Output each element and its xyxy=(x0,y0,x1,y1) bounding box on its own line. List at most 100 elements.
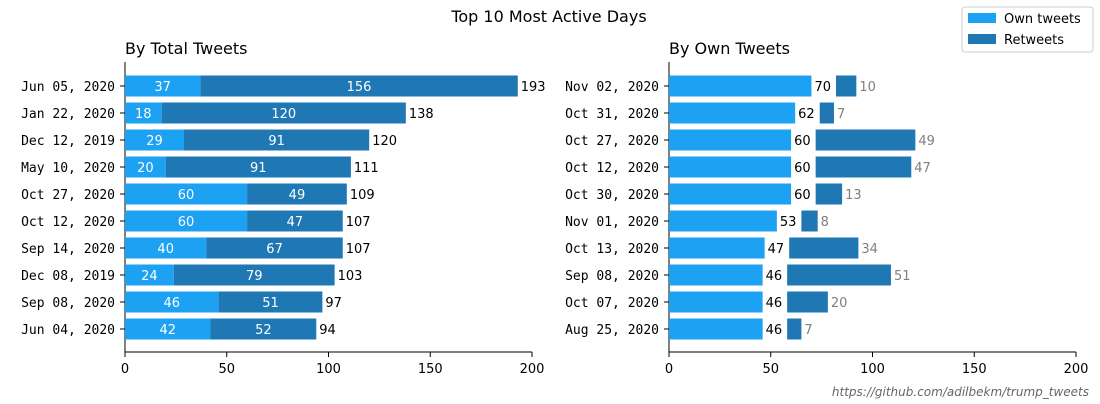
bar-retweets xyxy=(161,102,406,124)
y-tick-label: Sep 14, 2020 xyxy=(21,242,115,257)
y-tick-label: Oct 12, 2020 xyxy=(21,215,115,230)
data-label-own-tweets: 60 xyxy=(794,161,811,176)
data-label-total: 107 xyxy=(346,242,371,257)
data-label-retweets: 91 xyxy=(250,161,267,176)
bar-retweets xyxy=(787,318,802,340)
x-tick-label: 150 xyxy=(962,362,987,377)
y-tick-label: Sep 08, 2020 xyxy=(565,269,659,284)
data-label-retweets: 8 xyxy=(821,215,829,230)
y-tick-label: Oct 13, 2020 xyxy=(565,242,659,257)
data-label-retweets: 156 xyxy=(347,80,372,95)
data-label-own-tweets: 70 xyxy=(814,80,831,95)
x-tick-label: 200 xyxy=(520,362,545,377)
bar-own-tweets xyxy=(125,291,219,313)
bar-retweets xyxy=(184,129,370,151)
data-label-own-tweets: 20 xyxy=(137,161,154,176)
data-label-retweets: 20 xyxy=(831,296,848,311)
data-label-retweets: 91 xyxy=(268,134,285,149)
bar-retweets xyxy=(210,318,317,340)
data-label-total: 193 xyxy=(521,80,546,95)
bar-own-tweets xyxy=(669,210,777,232)
bar-own-tweets xyxy=(669,156,792,178)
data-label-retweets: 79 xyxy=(246,269,263,284)
y-tick-label: Oct 27, 2020 xyxy=(21,188,115,203)
data-label-own-tweets: 46 xyxy=(766,323,783,338)
y-tick-label: Aug 25, 2020 xyxy=(565,323,659,338)
bar-own-tweets xyxy=(669,102,796,124)
bar-own-tweets xyxy=(125,264,174,286)
data-label-own-tweets: 46 xyxy=(164,296,181,311)
source-credit: https://github.com/adilbekm/trump_tweets xyxy=(832,385,1089,399)
bar-retweets xyxy=(789,237,859,259)
panel-title: By Own Tweets xyxy=(669,39,790,58)
bar-own-tweets xyxy=(125,183,248,205)
bar-own-tweets xyxy=(125,318,211,340)
bar-own-tweets xyxy=(125,102,162,124)
bar-own-tweets xyxy=(125,210,248,232)
data-label-retweets: 49 xyxy=(289,188,306,203)
data-label-own-tweets: 62 xyxy=(798,107,815,122)
data-label-total: 120 xyxy=(372,134,397,149)
bar-own-tweets xyxy=(669,318,763,340)
y-tick-label: Sep 08, 2020 xyxy=(21,296,115,311)
bar-retweets xyxy=(218,291,323,313)
data-label-own-tweets: 47 xyxy=(768,242,785,257)
bar-own-tweets xyxy=(125,129,185,151)
x-tick-label: 100 xyxy=(316,362,341,377)
x-tick-label: 0 xyxy=(665,362,673,377)
bar-retweets xyxy=(247,183,347,205)
bar-own-tweets xyxy=(669,264,763,286)
data-label-retweets: 52 xyxy=(255,323,272,338)
legend: Own tweets Retweets xyxy=(961,6,1094,53)
bar-own-tweets xyxy=(669,183,792,205)
data-label-retweets: 7 xyxy=(837,107,845,122)
data-label-retweets: 51 xyxy=(894,269,911,284)
bar-retweets xyxy=(801,210,818,232)
data-label-total: 97 xyxy=(325,296,342,311)
y-tick-label: Nov 01, 2020 xyxy=(565,215,659,230)
data-label-retweets: 10 xyxy=(859,80,876,95)
data-label-own-tweets: 24 xyxy=(141,269,158,284)
data-label-total: 109 xyxy=(350,188,375,203)
legend-label-retweets: Retweets xyxy=(1004,33,1064,48)
data-label-own-tweets: 60 xyxy=(178,215,195,230)
y-tick-label: Oct 27, 2020 xyxy=(565,134,659,149)
x-tick-label: 0 xyxy=(121,362,129,377)
data-label-total: 138 xyxy=(409,107,434,122)
panel-title: By Total Tweets xyxy=(125,39,248,58)
data-label-own-tweets: 60 xyxy=(794,134,811,149)
data-label-own-tweets: 60 xyxy=(178,188,195,203)
data-label-retweets: 47 xyxy=(287,215,304,230)
bar-own-tweets xyxy=(125,75,201,97)
data-label-own-tweets: 46 xyxy=(766,296,783,311)
figure-title: Top 10 Most Active Days xyxy=(450,7,646,26)
bar-own-tweets xyxy=(669,75,812,97)
data-label-retweets: 7 xyxy=(804,323,812,338)
y-tick-label: Jun 04, 2020 xyxy=(21,323,115,338)
bar-retweets xyxy=(787,291,828,313)
bar-retweets xyxy=(815,156,912,178)
bar-own-tweets xyxy=(125,237,207,259)
x-tick-label: 50 xyxy=(218,362,235,377)
data-label-total: 103 xyxy=(338,269,363,284)
data-label-retweets: 34 xyxy=(861,242,878,257)
bar-retweets xyxy=(247,210,343,232)
data-label-own-tweets: 40 xyxy=(157,242,174,257)
y-tick-label: Oct 12, 2020 xyxy=(565,161,659,176)
bar-retweets xyxy=(200,75,518,97)
data-label-total: 94 xyxy=(319,323,336,338)
x-tick-label: 100 xyxy=(860,362,885,377)
chart-panel-own: By Own Tweets 0 50 100 150 200 Nov 02, 2020 70 1… xyxy=(565,39,1088,377)
data-label-retweets: 13 xyxy=(845,188,862,203)
y-tick-label: Dec 12, 2019 xyxy=(21,134,115,149)
data-label-own-tweets: 37 xyxy=(154,80,171,95)
legend-swatch-retweets xyxy=(968,34,996,44)
data-label-total: 111 xyxy=(354,161,379,176)
data-label-retweets: 49 xyxy=(918,134,935,149)
x-tick-label: 150 xyxy=(418,362,443,377)
bar-retweets xyxy=(173,264,335,286)
bar-own-tweets xyxy=(669,237,765,259)
chart-panel-total: By Total Tweets 0 50 100 150 200 Jun 05, 2020 3… xyxy=(21,39,546,377)
y-tick-label: May 10, 2020 xyxy=(21,161,115,176)
